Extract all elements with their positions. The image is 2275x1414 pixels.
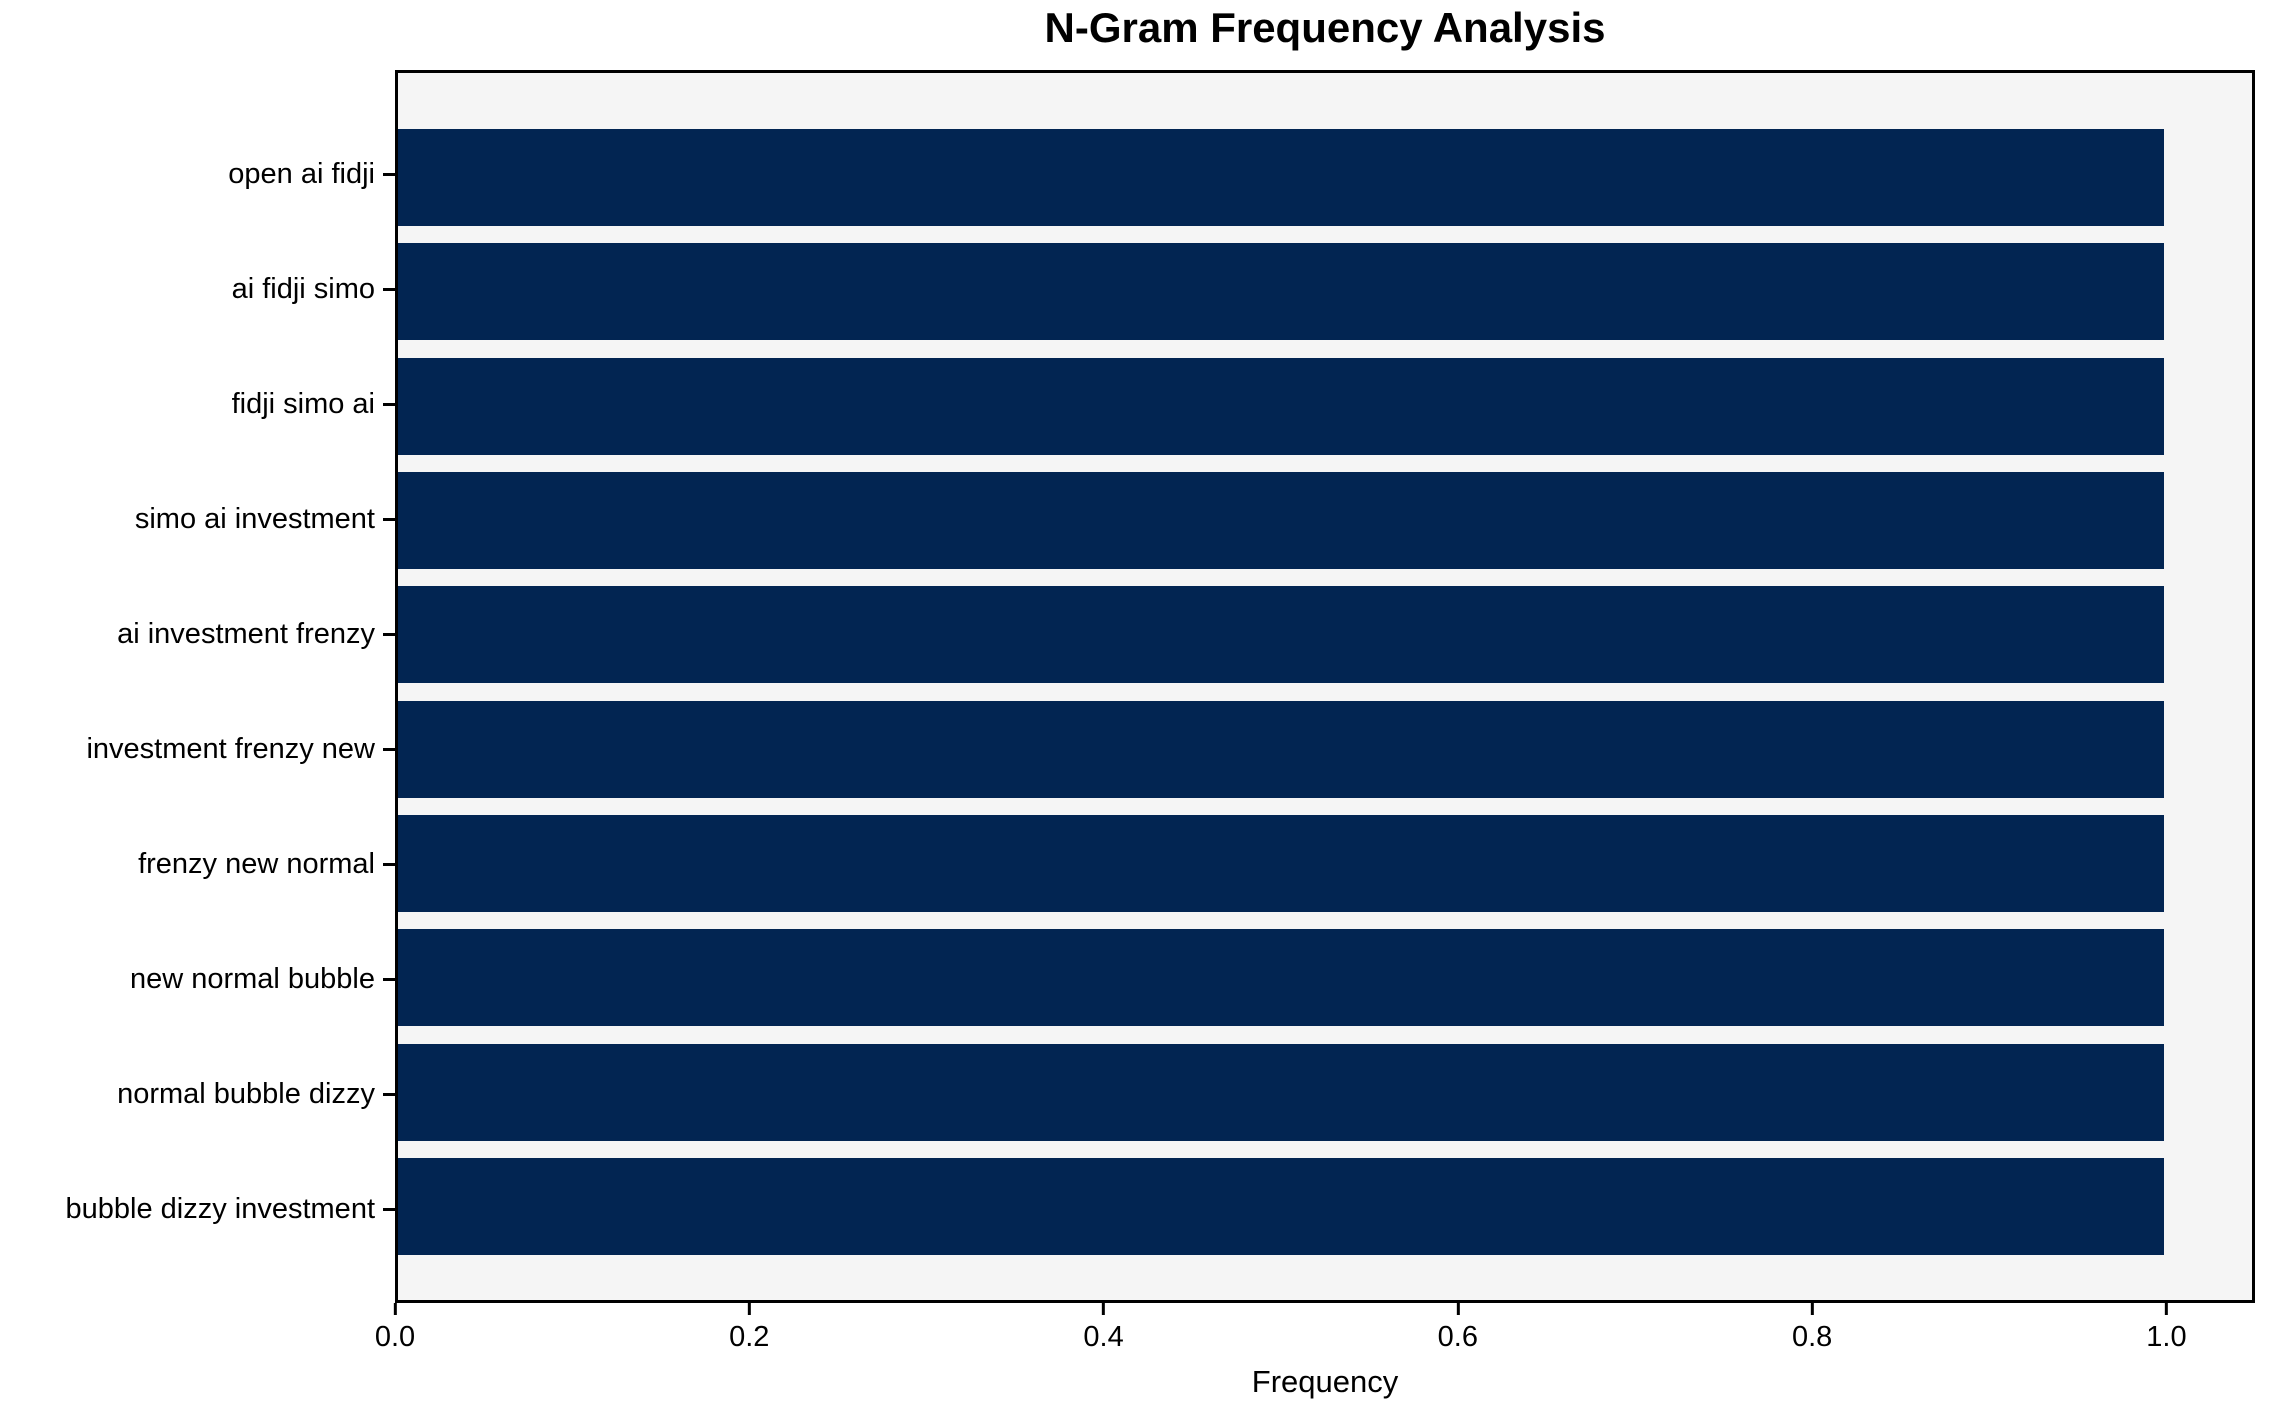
y-tick-label: new normal bubble (129, 963, 375, 995)
x-tick-label: 0.4 (1083, 1321, 1124, 1353)
x-tick: 0.8 (1792, 1303, 1832, 1354)
y-tick-mark (383, 173, 395, 176)
bar-row (398, 1157, 2252, 1255)
bar-row (398, 814, 2252, 912)
bar-row (398, 129, 2252, 226)
bar (398, 357, 2164, 455)
y-tick-mark (383, 1208, 395, 1211)
bar-series (398, 73, 2252, 1300)
y-tick-row: new normal bubble (0, 931, 395, 1028)
y-axis: open ai fidji ai fidji simo fidji simo a… (0, 70, 395, 1303)
y-tick-row: fidji simo ai (0, 356, 395, 453)
bar (398, 586, 2164, 684)
x-tick-label: 0.8 (1791, 1321, 1833, 1353)
y-tick-label: bubble dizzy investment (65, 1193, 376, 1225)
y-tick-label: fidji simo ai (231, 388, 375, 420)
y-tick-mark (383, 863, 395, 866)
x-tick: 0.4 (1083, 1303, 1124, 1354)
y-tick-row: investment frenzy new (0, 701, 395, 798)
bar-row (398, 586, 2252, 684)
y-tick-row: bubble dizzy investment (0, 1161, 395, 1258)
x-tick-label: 0.0 (374, 1321, 416, 1353)
x-tick-mark (393, 1303, 397, 1315)
x-tick: 0.2 (729, 1303, 769, 1354)
x-tick-mark (1810, 1303, 1814, 1315)
bar-row (398, 357, 2252, 455)
y-tick-mark (383, 518, 395, 521)
x-tick-label: 0.2 (729, 1321, 770, 1353)
bar-row (398, 471, 2252, 569)
y-tick-label: normal bubble dizzy (117, 1078, 375, 1110)
y-tick-mark (383, 1093, 395, 1096)
y-tick-label: investment frenzy new (86, 733, 375, 765)
x-axis: 0.0 0.2 0.4 0.6 0.8 1.0 (375, 1303, 2255, 1365)
y-tick-row: normal bubble dizzy (0, 1046, 395, 1143)
x-tick-label: 1.0 (2146, 1321, 2187, 1353)
bar (398, 814, 2164, 912)
y-tick-label: frenzy new normal (138, 848, 375, 880)
x-tick-mark (1102, 1303, 1106, 1315)
y-tick-label: simo ai investment (134, 503, 375, 535)
bar (398, 1157, 2164, 1255)
bar (398, 700, 2164, 798)
y-tick-mark (383, 633, 395, 636)
x-tick-mark (747, 1303, 751, 1315)
bar-row (398, 700, 2252, 798)
y-tick-label: open ai fidji (228, 158, 375, 190)
x-tick: 0.0 (375, 1303, 415, 1354)
x-tick-mark (1456, 1303, 1460, 1315)
x-tick-label: 0.6 (1437, 1321, 1479, 1353)
x-tick: 1.0 (2146, 1303, 2187, 1354)
y-tick-mark (383, 978, 395, 981)
y-tick-row: ai investment frenzy (0, 586, 395, 683)
bar (398, 1043, 2164, 1141)
plot-area (395, 70, 2255, 1303)
y-tick-mark (383, 403, 395, 406)
bar (398, 929, 2164, 1027)
bar-row (398, 1043, 2252, 1141)
x-tick-mark (2164, 1303, 2168, 1315)
bar-row (398, 929, 2252, 1027)
bar-row (398, 243, 2252, 341)
y-tick-mark (383, 748, 395, 751)
y-tick-row: open ai fidji (0, 126, 395, 223)
chart-title: N-Gram Frequency Analysis (1044, 4, 1606, 51)
y-tick-row: frenzy new normal (0, 816, 395, 913)
bar (398, 243, 2164, 341)
x-axis-label: Frequency (1251, 1364, 1399, 1399)
y-tick-mark (383, 288, 395, 291)
y-tick-label: ai investment frenzy (117, 618, 375, 650)
y-tick-label: ai fidji simo (231, 273, 375, 305)
bar (398, 471, 2164, 569)
y-tick-row: simo ai investment (0, 471, 395, 568)
bar (398, 129, 2164, 226)
y-tick-row: ai fidji simo (0, 241, 395, 338)
x-tick: 0.6 (1438, 1303, 1478, 1354)
